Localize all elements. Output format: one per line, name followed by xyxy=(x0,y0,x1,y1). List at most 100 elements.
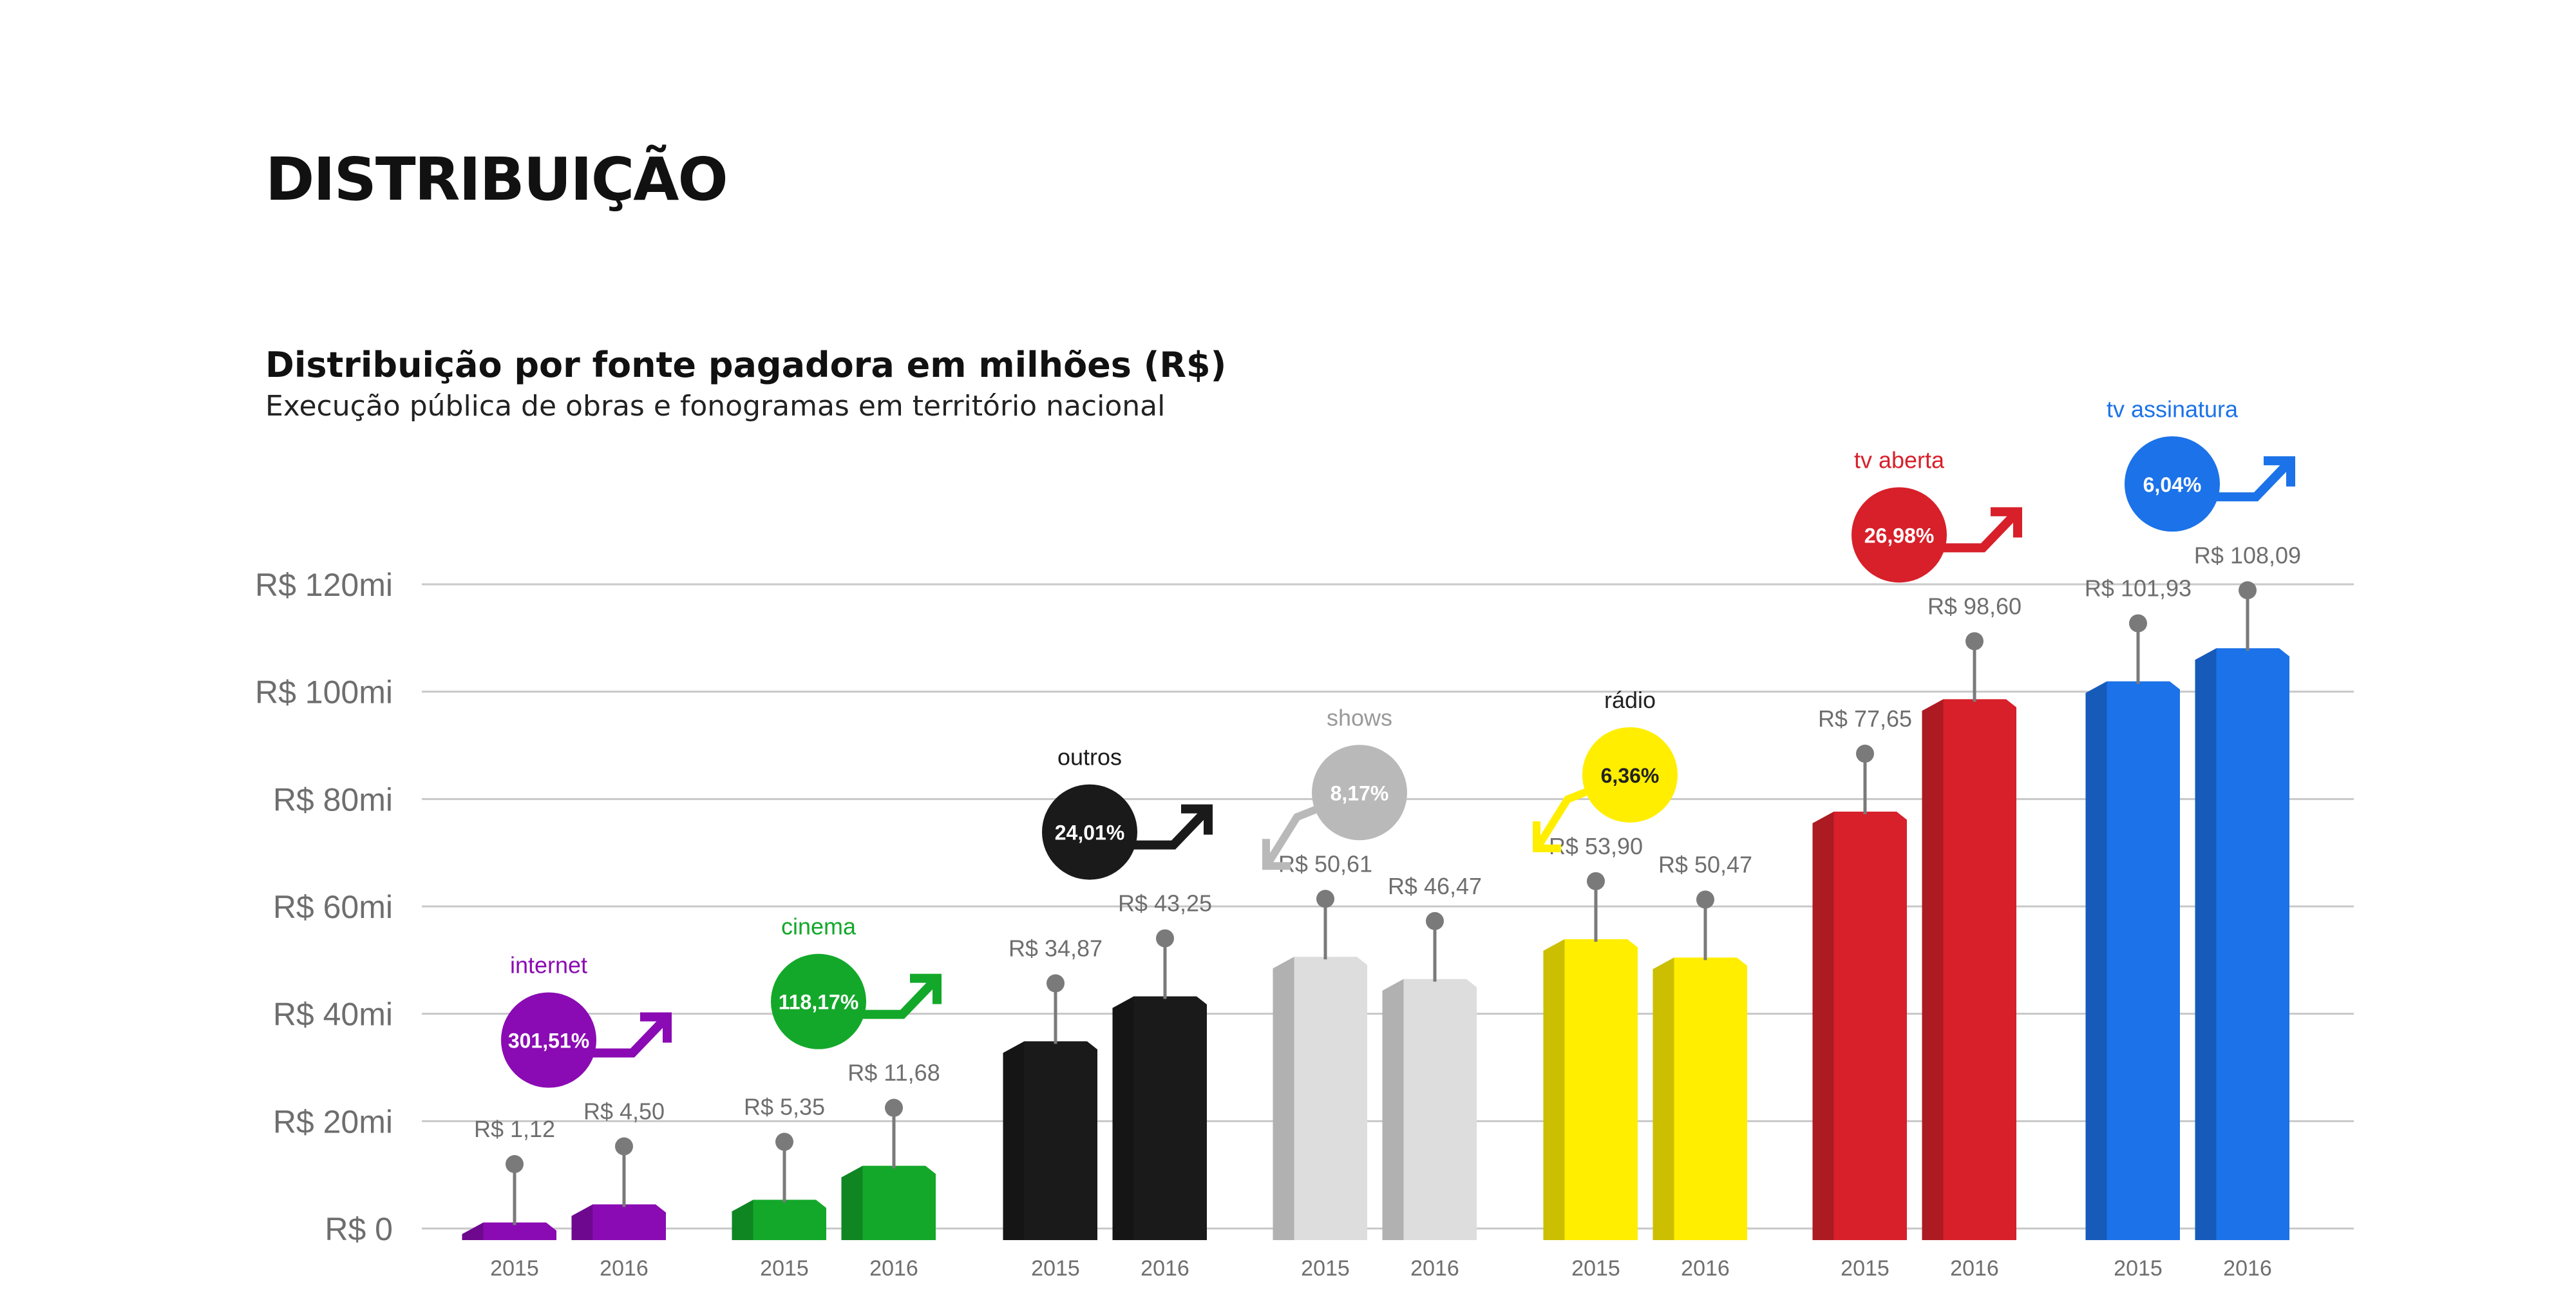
bar-2016 xyxy=(592,1204,666,1240)
trend-up-arrow xyxy=(1128,808,1209,850)
bar-2015 xyxy=(1024,1041,1097,1240)
bar-group-tv-assinatura: R$ 101,93 2015 R$ 108,09 2016 6,04% tv assina… xyxy=(2085,396,2301,1281)
data-label: R$ 5,35 xyxy=(744,1093,825,1120)
data-label: R$ 11,68 xyxy=(848,1060,940,1086)
trend-up-arrow xyxy=(2211,460,2292,502)
series-name: tv assinatura xyxy=(2107,396,2239,422)
data-label: R$ 53,90 xyxy=(1549,833,1643,859)
data-label: R$ 1,12 xyxy=(474,1116,555,1142)
bar-2015 xyxy=(753,1200,826,1240)
trend-up-arrowhead xyxy=(1181,804,1213,835)
trend-up-arrow xyxy=(1938,511,2019,553)
bar-2015 xyxy=(483,1222,556,1240)
bar-2015 xyxy=(1294,957,1367,1240)
trend-up-arrowhead xyxy=(910,973,942,1004)
series-name: shows xyxy=(1327,704,1392,731)
trend-up-arrowhead xyxy=(640,1012,672,1043)
year-label: 2015 xyxy=(1841,1256,1889,1281)
value-pin-head xyxy=(1046,974,1065,993)
bar-side xyxy=(1812,811,1834,1240)
trend-down-arrow xyxy=(1264,801,1328,866)
bar-2015 xyxy=(1833,811,1907,1240)
growth-circle xyxy=(771,953,866,1049)
year-label: 2016 xyxy=(600,1256,649,1281)
bar-2016 xyxy=(1674,957,1747,1240)
value-pin-head xyxy=(885,1098,903,1117)
series-name: tv aberta xyxy=(1854,446,1945,473)
value-pin-head xyxy=(2129,614,2147,633)
value-pin-head xyxy=(775,1133,793,1151)
bar-side xyxy=(1003,1041,1025,1240)
data-label: R$ 77,65 xyxy=(1818,705,1912,732)
year-label: 2016 xyxy=(1141,1256,1189,1281)
trend-down-arrowhead xyxy=(1262,839,1291,870)
growth-circle xyxy=(1042,784,1137,880)
bar-side xyxy=(2195,648,2217,1240)
y-tick-label: R$ 20mi xyxy=(273,1104,393,1140)
chart-title: Distribuição por fonte pagadora em milhõ… xyxy=(265,345,1227,385)
growth-value: 6,36% xyxy=(1601,764,1660,787)
data-label: R$ 46,47 xyxy=(1388,873,1482,899)
y-tick-label: R$ 40mi xyxy=(273,997,393,1033)
bar-2016 xyxy=(1133,996,1207,1240)
year-label: 2016 xyxy=(869,1256,918,1281)
growth-value: 6,04% xyxy=(2143,473,2202,496)
bar-2015 xyxy=(2107,681,2180,1240)
value-pin-head xyxy=(2239,581,2257,600)
bar-group-shows: R$ 50,61 2015 R$ 46,47 2016 8,17% shows xyxy=(1262,704,1482,1281)
page-title: DISTRIBUIÇÃO xyxy=(265,145,728,214)
bar-side xyxy=(1922,699,1944,1240)
bar-side xyxy=(841,1165,863,1240)
data-label: R$ 43,25 xyxy=(1118,890,1212,917)
bar-group-internet: R$ 1,12 2015 R$ 4,50 2016 301,51% internet xyxy=(462,952,672,1281)
value-pin-head xyxy=(1856,744,1874,763)
bar-2016 xyxy=(1943,699,2016,1240)
chart-subtitle: Execução pública de obras e fonogramas e… xyxy=(265,390,1166,423)
bar-side xyxy=(571,1204,593,1240)
year-label: 2015 xyxy=(1301,1256,1350,1281)
year-label: 2015 xyxy=(490,1256,539,1281)
value-pin-head xyxy=(1156,929,1174,948)
bar-2016 xyxy=(862,1165,936,1240)
value-pin-head xyxy=(1316,890,1334,908)
trend-up-arrow xyxy=(587,1016,668,1058)
growth-circle xyxy=(2125,436,2220,532)
year-label: 2016 xyxy=(1950,1256,1999,1281)
value-pin-head xyxy=(1426,912,1444,930)
bar-side xyxy=(1653,957,1674,1240)
bar-2015 xyxy=(1564,939,1638,1240)
bar-2016 xyxy=(2216,648,2289,1240)
growth-value: 301,51% xyxy=(508,1029,589,1053)
value-pin-head xyxy=(1965,632,1984,651)
growth-circle xyxy=(501,992,596,1088)
value-pin-head xyxy=(615,1137,633,1156)
year-label: 2016 xyxy=(1681,1256,1730,1281)
bar-group-outros: R$ 34,87 2015 R$ 43,25 2016 24,01% outros xyxy=(1003,744,1213,1281)
bar-side xyxy=(732,1200,753,1240)
value-pin-head xyxy=(1696,890,1714,909)
bar-side xyxy=(1543,939,1565,1240)
year-label: 2015 xyxy=(2114,1256,2163,1281)
y-tick-label: R$ 100mi xyxy=(255,674,393,711)
series-name: internet xyxy=(510,952,587,979)
year-label: 2016 xyxy=(1410,1256,1459,1281)
bar-2016 xyxy=(1403,979,1477,1240)
year-label: 2015 xyxy=(1571,1256,1620,1281)
series-name: outros xyxy=(1057,744,1122,770)
series-name: rádio xyxy=(1604,687,1656,713)
bar-side xyxy=(1112,996,1134,1240)
data-label: R$ 34,87 xyxy=(1009,935,1103,961)
bar-group-tv-aberta: R$ 77,65 2015 R$ 98,60 2016 26,98% tv aberta xyxy=(1812,446,2022,1281)
data-label: R$ 101,93 xyxy=(2085,575,2192,602)
trend-up-arrowhead xyxy=(2264,456,2295,487)
series-name: cinema xyxy=(781,913,857,940)
data-label: R$ 108,09 xyxy=(2194,542,2301,568)
data-label: R$ 50,47 xyxy=(1658,851,1752,877)
y-tick-label: R$ 120mi xyxy=(255,567,393,603)
data-label: R$ 98,60 xyxy=(1927,593,2022,619)
bar-group-rádio: R$ 53,90 2015 R$ 50,47 2016 6,36% rádio xyxy=(1533,687,1752,1281)
growth-value: 26,98% xyxy=(1864,524,1935,547)
growth-circle xyxy=(1852,487,1947,583)
year-label: 2015 xyxy=(760,1256,809,1281)
